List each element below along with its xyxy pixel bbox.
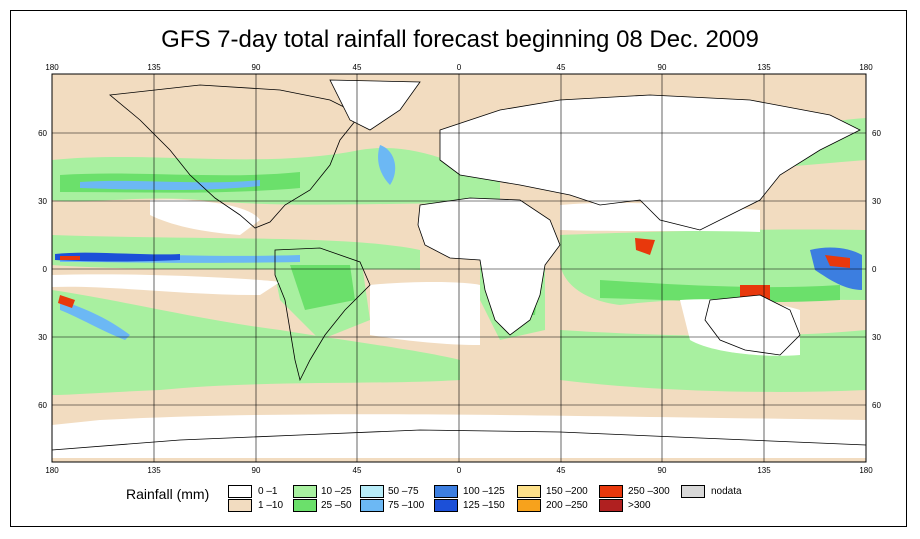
legend-label: 1 –10 (258, 500, 284, 511)
legend-label: 125 –150 (463, 500, 505, 511)
lon-tick: 180 (859, 63, 873, 72)
lon-ticks-bottom: 180 135 90 45 0 45 90 135 180 (45, 466, 873, 475)
legend-label: 100 –125 (463, 486, 505, 497)
lat-tick: 30 (38, 197, 47, 206)
lat-tick: 60 (872, 129, 881, 138)
legend-swatch (599, 485, 623, 498)
lon-ticks-top: 180 135 90 45 0 45 90 135 180 (45, 63, 873, 72)
lon-tick: 180 (45, 63, 59, 72)
legend-swatch (434, 485, 458, 498)
lon-tick: 135 (147, 466, 161, 475)
lon-tick: 45 (557, 466, 566, 475)
lat-tick: 60 (38, 401, 47, 410)
lat-ticks-right: 60 30 0 30 60 (872, 129, 881, 410)
legend-label: 0 –1 (258, 486, 278, 497)
lon-tick: 0 (457, 63, 462, 72)
legend-label: 250 –300 (628, 486, 670, 497)
legend-swatch (293, 499, 317, 512)
lon-tick: 90 (252, 466, 261, 475)
figure-frame (10, 10, 907, 527)
lat-tick: 30 (872, 197, 881, 206)
legend-label: 25 –50 (321, 500, 352, 511)
legend-label: 50 –75 (388, 486, 419, 497)
legend-swatch (599, 499, 623, 512)
legend-swatch (360, 485, 384, 498)
lat-tick: 60 (38, 129, 47, 138)
legend-label: nodata (711, 486, 742, 497)
legend-label: 200 –250 (546, 500, 588, 511)
rain-heavy-zones (55, 238, 862, 308)
graticule (52, 74, 866, 462)
lat-tick: 0 (43, 265, 48, 274)
lon-tick: 0 (457, 466, 462, 475)
continent-outlines (51, 79, 867, 451)
legend-swatch (360, 499, 384, 512)
lat-tick: 30 (872, 333, 881, 342)
legend-swatch (293, 485, 317, 498)
legend-label: >300 (628, 500, 651, 511)
map-border (51, 73, 867, 463)
legend-swatch (228, 499, 252, 512)
lon-tick: 180 (45, 466, 59, 475)
lon-tick: 45 (353, 63, 362, 72)
legend-label: 10 –25 (321, 486, 352, 497)
lon-tick: 45 (557, 63, 566, 72)
legend-swatch (517, 485, 541, 498)
lon-tick: 135 (757, 63, 771, 72)
legend-title: Rainfall (mm) (126, 486, 210, 502)
lat-tick: 0 (872, 265, 877, 274)
legend-label: 150 –200 (546, 486, 588, 497)
map-title: GFS 7-day total rainfall forecast beginn… (161, 26, 759, 53)
legend-swatch (228, 485, 252, 498)
lon-tick: 135 (147, 63, 161, 72)
lon-tick: 45 (353, 466, 362, 475)
legend-swatch (434, 499, 458, 512)
legend-label: 75 –100 (388, 500, 425, 511)
lat-ticks-left: 60 30 0 30 60 (38, 129, 47, 410)
lon-tick: 90 (252, 63, 261, 72)
lon-tick: 135 (757, 466, 771, 475)
lat-tick: 60 (872, 401, 881, 410)
lon-tick: 90 (658, 466, 667, 475)
lon-tick: 90 (658, 63, 667, 72)
lon-tick: 180 (859, 466, 873, 475)
legend-swatch (681, 485, 705, 498)
legend-swatch (517, 499, 541, 512)
lat-tick: 30 (38, 333, 47, 342)
